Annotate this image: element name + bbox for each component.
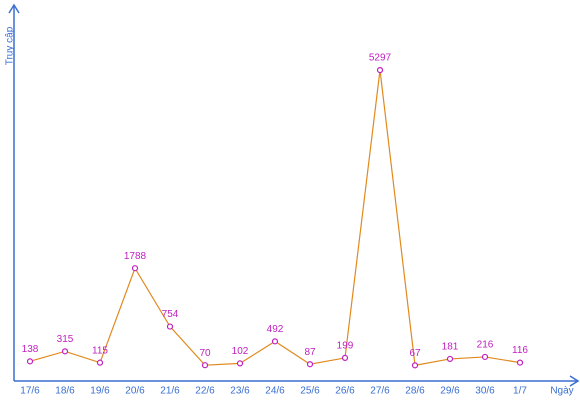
data-label: 102 [232, 346, 249, 357]
x-axis-arrow [569, 375, 580, 387]
point [516, 359, 524, 366]
x-tick-label: 29/6 [440, 386, 460, 397]
x-tick-label: 21/6 [160, 386, 180, 397]
x-tick-label: 19/6 [90, 386, 110, 397]
x-tick-label: 26/6 [335, 386, 355, 397]
point [271, 338, 279, 345]
x-tick-label: 25/6 [300, 386, 320, 397]
data-label: 115 [92, 345, 108, 356]
data-label: 492 [267, 324, 284, 335]
data-label: 216 [477, 340, 494, 351]
x-tick-label: 17/6 [20, 386, 40, 397]
data-label: 1788 [124, 251, 147, 262]
point [411, 362, 419, 369]
point [306, 361, 314, 368]
data-label: 315 [57, 334, 74, 345]
y-axis-label: Truy cập [5, 26, 16, 65]
x-tick-label: 30/6 [475, 386, 495, 397]
x-tick-label: 24/6 [265, 386, 285, 397]
x-tick-label: 23/6 [230, 386, 250, 397]
x-tick-label: 27/6 [370, 386, 390, 397]
data-label: 754 [162, 309, 179, 320]
x-tick-label: 1/7 [513, 386, 527, 397]
x-tick-label: 22/6 [195, 386, 215, 397]
data-label: 87 [304, 347, 316, 358]
data-label: 67 [409, 348, 421, 359]
y-axis-arrow [8, 3, 20, 14]
x-tick-label: 20/6 [125, 386, 145, 397]
point [26, 358, 34, 365]
point [61, 348, 69, 355]
point [481, 353, 489, 361]
point [166, 323, 174, 330]
point [341, 354, 349, 362]
data-label: 181 [442, 342, 459, 353]
x-tick-label: 18/6 [55, 386, 75, 397]
point [96, 359, 104, 366]
data-label: 116 [512, 345, 528, 356]
data-label: 199 [337, 341, 354, 352]
point [446, 355, 454, 363]
data-label: 5297 [369, 53, 392, 64]
point [376, 66, 384, 74]
point [131, 265, 139, 272]
x-axis-label: Ngày [550, 386, 573, 397]
point [236, 360, 244, 367]
data-label: 70 [199, 348, 211, 359]
data-label: 138 [22, 344, 39, 355]
line [29, 70, 521, 367]
x-tick-label: 28/6 [405, 386, 425, 397]
point [201, 362, 209, 369]
